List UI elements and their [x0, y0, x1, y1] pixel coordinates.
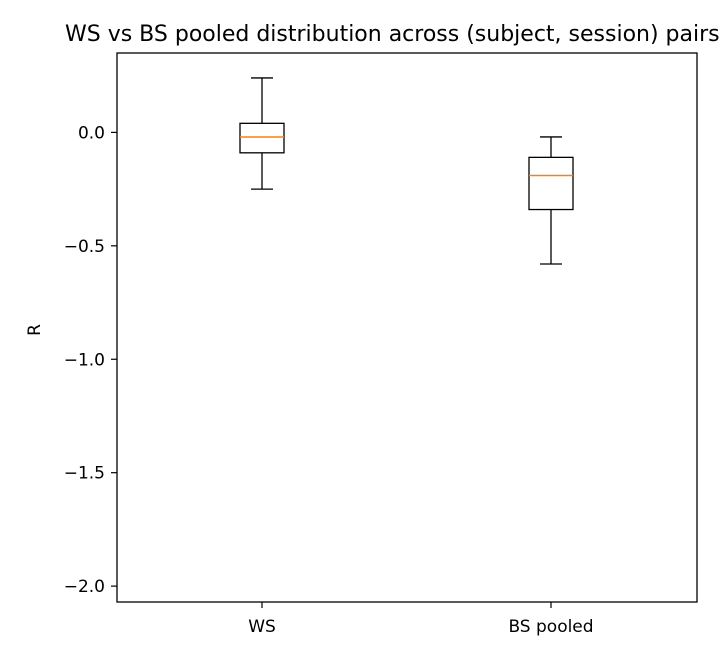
plot-area: 0.0 −0.5 −1.0 −1.5 −2.0 WS BS pooled — [64, 52, 698, 637]
x-tick-label-1: BS pooled — [508, 617, 593, 637]
y-tick-label-4: −2.0 — [64, 577, 105, 597]
y-tick-label-2: −1.0 — [64, 350, 105, 370]
chart-title: WS vs BS pooled distribution across (sub… — [65, 22, 720, 47]
box-0 — [239, 122, 285, 154]
y-tick-label-0: 0.0 — [78, 123, 105, 143]
axes-frame — [116, 52, 698, 603]
box-1 — [528, 156, 574, 211]
y-axis-title: R — [25, 324, 45, 336]
y-tick-label-1: −0.5 — [64, 237, 105, 257]
y-tick-label-3: −1.5 — [64, 464, 105, 484]
x-tick-label-0: WS — [248, 617, 276, 637]
